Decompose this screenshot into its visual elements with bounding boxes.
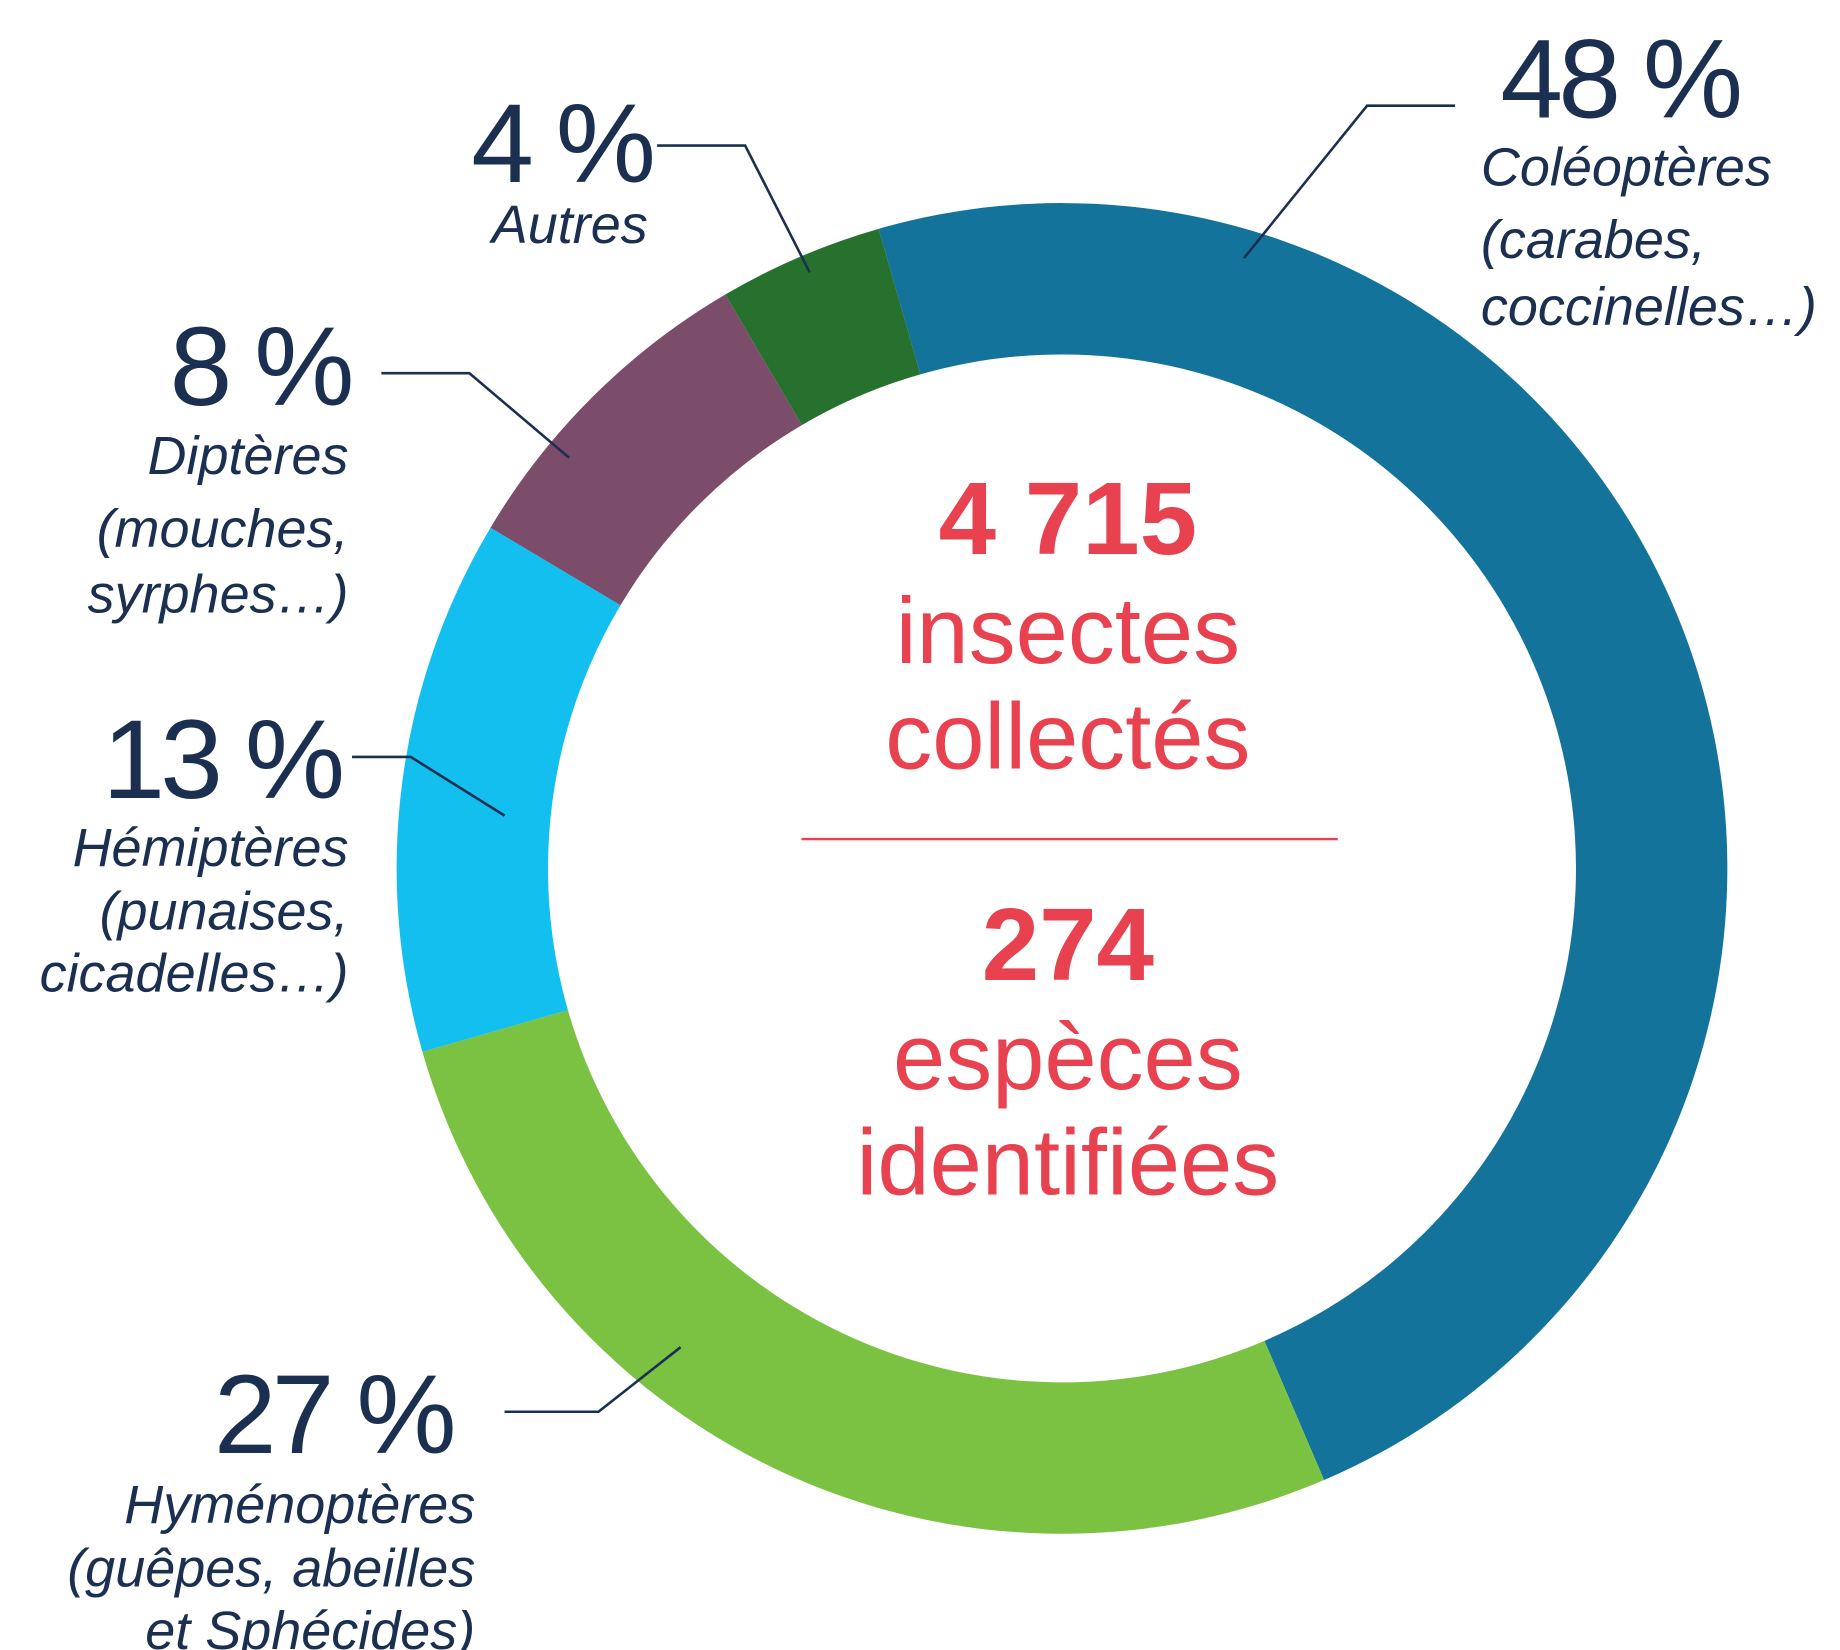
species-text: identifiées [857, 1110, 1280, 1215]
total-count: 4 715 [939, 461, 1197, 576]
total-text: collectés [885, 684, 1250, 789]
total-text: insectes [896, 578, 1240, 683]
percent-label: 27 % [214, 1351, 454, 1477]
percent-label: 4 % [471, 80, 653, 206]
leader-line [657, 146, 810, 273]
percent-label: 13 % [102, 696, 342, 822]
category-description: (carabes, [1481, 210, 1706, 270]
category-description: syrphes…) [88, 565, 349, 625]
category-label: Autres [489, 195, 648, 255]
category-description: et Sphécides) [145, 1601, 475, 1650]
category-label: Coléoptères [1481, 137, 1772, 197]
category-description: (guêpes, abeilles [67, 1539, 475, 1599]
donut-segment [879, 203, 1728, 1480]
category-label: Hémiptères [73, 818, 349, 878]
category-label: Diptères [148, 426, 349, 486]
category-description: cicadelles…) [40, 944, 349, 1004]
chart: 4 715 insectes collectés 274 espèces ide… [0, 0, 1840, 1650]
donut-segment [397, 528, 621, 1052]
category-label: Hyménoptères [124, 1475, 475, 1535]
category-description: (punaises, [100, 881, 349, 941]
leader-line [381, 373, 569, 457]
species-text: espèces [893, 1004, 1243, 1109]
percent-label: 8 % [170, 303, 352, 429]
category-description: coccinelles…) [1481, 277, 1817, 337]
percent-label: 48 % [1500, 15, 1740, 141]
species-count: 274 [982, 887, 1154, 1002]
category-description: (mouches, [97, 499, 349, 559]
leader-line [1244, 106, 1455, 259]
